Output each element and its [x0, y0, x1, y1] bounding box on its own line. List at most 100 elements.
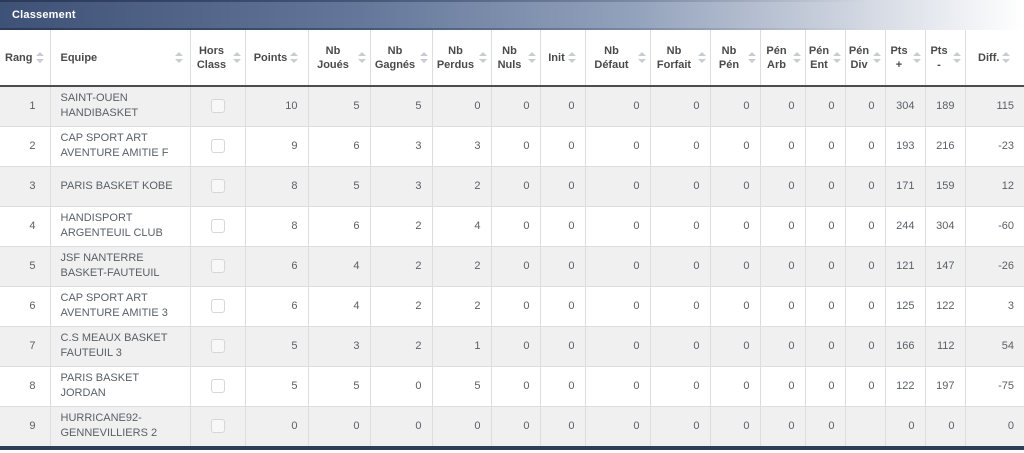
- cell-pen_ent: 0: [804, 326, 845, 366]
- cell-pts_plus: 0: [884, 406, 925, 446]
- cell-pen_arb: 0: [759, 206, 805, 246]
- bottom-bar: [0, 446, 1024, 450]
- cell-nb_perdus: 5: [431, 366, 491, 406]
- cell-nb_forfait: 0: [649, 86, 710, 126]
- cell-points: 8: [244, 166, 308, 206]
- column-header-pts_moins[interactable]: Pts -: [924, 30, 965, 87]
- cell-nb_joues: 4: [307, 286, 370, 326]
- column-header-points[interactable]: Points: [244, 30, 308, 87]
- column-header-nb_nuls[interactable]: Nb Nuls: [490, 30, 540, 87]
- cell-nb_pen: 0: [709, 246, 760, 286]
- column-header-pen_arb[interactable]: Pén Arb: [759, 30, 805, 87]
- cell-nb_nuls: 0: [490, 166, 540, 206]
- table-header-row: Rang Equipe Hors Class Points Nb Joués Nb Gag…: [0, 30, 1024, 87]
- cell-nb_joues: 5: [307, 166, 370, 206]
- cell-rang: 5: [29, 260, 36, 272]
- hors-class-checkbox[interactable]: [210, 339, 225, 353]
- column-header-nb_gagnes[interactable]: Nb Gagnés: [369, 30, 432, 87]
- cell-nb_nuls: 0: [490, 366, 540, 406]
- column-header-init[interactable]: Init: [539, 30, 585, 87]
- hors-class-checkbox[interactable]: [210, 259, 225, 273]
- column-label: Nb Défaut: [594, 44, 629, 71]
- column-header-nb_pen[interactable]: Nb Pén: [709, 30, 760, 87]
- panel-header: Classement: [0, 0, 1024, 30]
- cell-nb_joues: 0: [307, 406, 370, 446]
- cell-nb_joues: 6: [307, 206, 370, 246]
- sort-arrows-icon: [232, 51, 242, 64]
- cell-nb_defaut: 0: [584, 286, 650, 326]
- cell-hors-class: [189, 366, 245, 406]
- column-header-rang[interactable]: Rang: [0, 30, 50, 87]
- cell-pen_arb: 0: [759, 126, 805, 166]
- cell-nb_forfait: 0: [649, 206, 710, 246]
- hors-class-checkbox[interactable]: [210, 99, 225, 114]
- sort-arrows-icon: [912, 51, 922, 64]
- sort-arrows-icon: [637, 51, 647, 64]
- column-header-diff[interactable]: Diff.: [964, 30, 1024, 87]
- cell-rang: 1: [29, 100, 36, 113]
- cell-nb_perdus: 4: [431, 206, 491, 246]
- cell-diff: -23: [964, 126, 1024, 166]
- cell-points: 6: [244, 286, 308, 326]
- cell-nb_perdus: 0: [431, 406, 491, 446]
- hors-class-checkbox[interactable]: [210, 219, 225, 233]
- cell-nb_pen: 0: [709, 406, 760, 446]
- cell-nb_pen: 0: [709, 206, 760, 246]
- sort-arrows-icon: [1002, 51, 1011, 64]
- cell-nb_defaut: 0: [584, 366, 650, 406]
- column-header-nb_perdus[interactable]: Nb Perdus: [431, 30, 491, 87]
- cell-nb_forfait: 0: [649, 286, 710, 326]
- cell-diff: -60: [964, 206, 1024, 246]
- cell-hors-class: [189, 166, 245, 206]
- cell-nb_nuls: 0: [490, 86, 540, 126]
- column-header-nb_forfait[interactable]: Nb Forfait: [649, 30, 710, 87]
- column-header-pts_plus[interactable]: Pts +: [884, 30, 925, 87]
- column-header-equipe[interactable]: Equipe: [49, 30, 190, 87]
- cell-nb_perdus: 1: [431, 326, 491, 366]
- column-header-nb_defaut[interactable]: Nb Défaut: [584, 30, 650, 87]
- cell-points: 5: [244, 326, 308, 366]
- sort-arrows-icon: [174, 51, 184, 64]
- classement-table: Rang Equipe Hors Class Points Nb Joués Nb Gag…: [0, 30, 1024, 446]
- hors-class-checkbox[interactable]: [210, 139, 225, 153]
- cell-init: 0: [539, 246, 585, 286]
- column-label: Pén Div: [848, 44, 870, 71]
- cell-nb_gagnes: 2: [369, 326, 432, 366]
- sort-arrows-icon: [872, 51, 882, 64]
- cell-nb_perdus: 2: [431, 286, 491, 326]
- hors-class-checkbox[interactable]: [210, 299, 225, 313]
- column-label: Pts +: [890, 44, 908, 71]
- cell-equipe: HURRICANE92-GENNEVILLIERS 2: [49, 406, 190, 446]
- cell-pen_div: 0: [844, 286, 885, 326]
- cell-nb_nuls: 0: [490, 246, 540, 286]
- cell-nb_nuls: 0: [490, 326, 540, 366]
- hors-class-checkbox[interactable]: [210, 379, 225, 393]
- column-label: Rang: [5, 51, 33, 64]
- hors-class-checkbox[interactable]: [210, 179, 225, 193]
- column-header-pen_ent[interactable]: Pén Ent: [804, 30, 845, 87]
- cell-equipe: C.S MEAUX BASKET FAUTEUIL 3: [49, 326, 190, 366]
- column-header-nb_joues[interactable]: Nb Joués: [307, 30, 370, 87]
- cell-init: 0: [539, 206, 585, 246]
- cell-nb_pen: 0: [709, 126, 760, 166]
- sort-arrows-icon: [527, 51, 537, 64]
- cell-pen_div: [844, 406, 885, 446]
- column-header-hors_class[interactable]: Hors Class: [189, 30, 245, 87]
- cell-diff: -75: [964, 366, 1024, 406]
- column-label: Nb Nuls: [497, 44, 522, 71]
- cell-nb_forfait: 0: [649, 406, 710, 446]
- cell-nb_defaut: 0: [584, 406, 650, 446]
- hors-class-checkbox[interactable]: [210, 419, 225, 434]
- cell-pen_div: 0: [844, 206, 885, 246]
- panel-title: Classement: [12, 9, 76, 21]
- cell-init: 0: [539, 126, 585, 166]
- cell-pts_plus: 171: [884, 166, 925, 206]
- cell-rang: 4: [29, 220, 36, 232]
- column-header-pen_div[interactable]: Pén Div: [844, 30, 885, 87]
- cell-pen_ent: 0: [804, 126, 845, 166]
- cell-nb_joues: 4: [307, 246, 370, 286]
- cell-nb_joues: 5: [307, 86, 370, 126]
- cell-nb_forfait: 0: [649, 126, 710, 166]
- cell-hors-class: [189, 326, 245, 366]
